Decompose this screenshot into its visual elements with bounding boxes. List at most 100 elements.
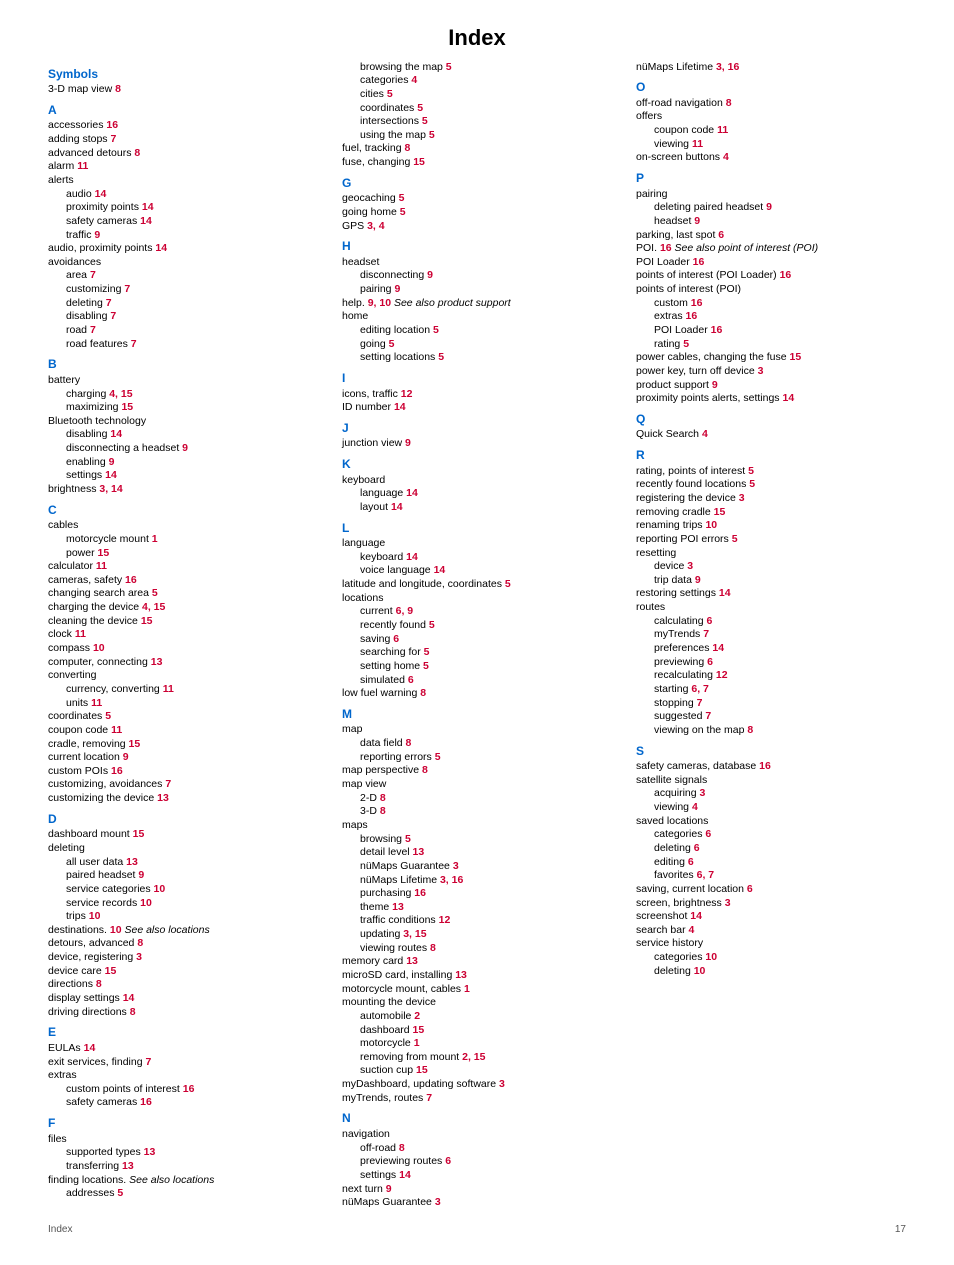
index-entry: screen, brightness 3 bbox=[636, 897, 906, 911]
index-entry: coordinates 5 bbox=[48, 710, 318, 724]
index-entry: paired headset 9 bbox=[48, 869, 318, 883]
section-letter: E bbox=[48, 1025, 318, 1041]
index-entry: advanced detours 8 bbox=[48, 147, 318, 161]
index-entry: enabling 9 bbox=[48, 456, 318, 470]
index-entry: offers bbox=[636, 110, 906, 124]
index-entry: fuel, tracking 8 bbox=[342, 142, 612, 156]
index-entry: updating 3, 15 bbox=[342, 928, 612, 942]
index-entry: pairing 9 bbox=[342, 283, 612, 297]
index-entry: brightness 3, 14 bbox=[48, 483, 318, 497]
page-footer: Index 17 bbox=[48, 1223, 906, 1236]
index-entry: device care 15 bbox=[48, 965, 318, 979]
index-entry: reporting errors 5 bbox=[342, 751, 612, 765]
index-entry: GPS 3, 4 bbox=[342, 220, 612, 234]
index-entry: parking, last spot 6 bbox=[636, 229, 906, 243]
section-letter: Symbols bbox=[48, 67, 318, 83]
index-entry: previewing 6 bbox=[636, 656, 906, 670]
index-entry: starting 6, 7 bbox=[636, 683, 906, 697]
index-entry: myDashboard, updating software 3 bbox=[342, 1078, 612, 1092]
index-entry: dashboard mount 15 bbox=[48, 828, 318, 842]
index-entry: coupon code 11 bbox=[636, 124, 906, 138]
index-entry: display settings 14 bbox=[48, 992, 318, 1006]
index-entry: disconnecting 9 bbox=[342, 269, 612, 283]
index-entry: microSD card, installing 13 bbox=[342, 969, 612, 983]
index-entry: headset bbox=[342, 256, 612, 270]
index-title: Index bbox=[48, 24, 906, 53]
index-entry: settings 14 bbox=[48, 469, 318, 483]
index-entry: points of interest (POI Loader) 16 bbox=[636, 269, 906, 283]
index-entry: converting bbox=[48, 669, 318, 683]
index-entry: coordinates 5 bbox=[342, 102, 612, 116]
index-entry: going 5 bbox=[342, 338, 612, 352]
index-entry: recently found locations 5 bbox=[636, 478, 906, 492]
index-entry: audio, proximity points 14 bbox=[48, 242, 318, 256]
index-entry: setting home 5 bbox=[342, 660, 612, 674]
index-entry: battery bbox=[48, 374, 318, 388]
index-entry: favorites 6, 7 bbox=[636, 869, 906, 883]
index-entry: current location 9 bbox=[48, 751, 318, 765]
index-entry: addresses 5 bbox=[48, 1187, 318, 1201]
index-entry: motorcycle mount 1 bbox=[48, 533, 318, 547]
index-entry: EULAs 14 bbox=[48, 1042, 318, 1056]
index-entry: custom 16 bbox=[636, 297, 906, 311]
index-entry: customizing the device 13 bbox=[48, 792, 318, 806]
index-entry: finding locations. See also locations bbox=[48, 1174, 318, 1188]
index-entry: geocaching 5 bbox=[342, 192, 612, 206]
index-entry: pairing bbox=[636, 188, 906, 202]
index-entry: searching for 5 bbox=[342, 646, 612, 660]
index-entry: recently found 5 bbox=[342, 619, 612, 633]
index-entry: 3-D 8 bbox=[342, 805, 612, 819]
index-entry: dashboard 15 bbox=[342, 1024, 612, 1038]
index-entry: deleting 7 bbox=[48, 297, 318, 311]
index-entry: detours, advanced 8 bbox=[48, 937, 318, 951]
index-entry: audio 14 bbox=[48, 188, 318, 202]
index-entry: simulated 6 bbox=[342, 674, 612, 688]
index-entry: junction view 9 bbox=[342, 437, 612, 451]
index-entry: keyboard bbox=[342, 474, 612, 488]
index-entry: viewing 4 bbox=[636, 801, 906, 815]
index-entry: acquiring 3 bbox=[636, 787, 906, 801]
index-entry: adding stops 7 bbox=[48, 133, 318, 147]
index-entry: POI Loader 16 bbox=[636, 324, 906, 338]
index-entry: browsing the map 5 bbox=[342, 61, 612, 75]
index-entry: latitude and longitude, coordinates 5 bbox=[342, 578, 612, 592]
index-entry: routes bbox=[636, 601, 906, 615]
index-entry: detail level 13 bbox=[342, 846, 612, 860]
index-entry: power 15 bbox=[48, 547, 318, 561]
index-entry: data field 8 bbox=[342, 737, 612, 751]
index-entry: viewing on the map 8 bbox=[636, 724, 906, 738]
index-entry: exit services, finding 7 bbox=[48, 1056, 318, 1070]
index-entry: myTrends 7 bbox=[636, 628, 906, 642]
index-entry: clock 11 bbox=[48, 628, 318, 642]
index-entry: restoring settings 14 bbox=[636, 587, 906, 601]
index-entry: POI Loader 16 bbox=[636, 256, 906, 270]
index-entry: nüMaps Guarantee 3 bbox=[342, 860, 612, 874]
index-entry: directions 8 bbox=[48, 978, 318, 992]
index-entry: purchasing 16 bbox=[342, 887, 612, 901]
section-letter: Q bbox=[636, 412, 906, 428]
index-entry: mounting the device bbox=[342, 996, 612, 1010]
index-entry: satellite signals bbox=[636, 774, 906, 788]
index-entry: cameras, safety 16 bbox=[48, 574, 318, 588]
footer-right: 17 bbox=[895, 1223, 906, 1236]
index-entry: currency, converting 11 bbox=[48, 683, 318, 697]
index-entry: proximity points 14 bbox=[48, 201, 318, 215]
index-entry: device 3 bbox=[636, 560, 906, 574]
index-entry: low fuel warning 8 bbox=[342, 687, 612, 701]
index-entry: all user data 13 bbox=[48, 856, 318, 870]
index-entry: maximizing 15 bbox=[48, 401, 318, 415]
index-entry: transferring 13 bbox=[48, 1160, 318, 1174]
index-entry: next turn 9 bbox=[342, 1183, 612, 1197]
index-entry: motorcycle 1 bbox=[342, 1037, 612, 1051]
index-entry: area 7 bbox=[48, 269, 318, 283]
index-entry: setting locations 5 bbox=[342, 351, 612, 365]
section-letter: J bbox=[342, 421, 612, 437]
index-entry: keyboard 14 bbox=[342, 551, 612, 565]
index-entry: trips 10 bbox=[48, 910, 318, 924]
index-entry: map bbox=[342, 723, 612, 737]
index-entry: current 6, 9 bbox=[342, 605, 612, 619]
index-entry: service history bbox=[636, 937, 906, 951]
index-entry: fuse, changing 15 bbox=[342, 156, 612, 170]
index-entry: off-road navigation 8 bbox=[636, 97, 906, 111]
index-entry: Quick Search 4 bbox=[636, 428, 906, 442]
